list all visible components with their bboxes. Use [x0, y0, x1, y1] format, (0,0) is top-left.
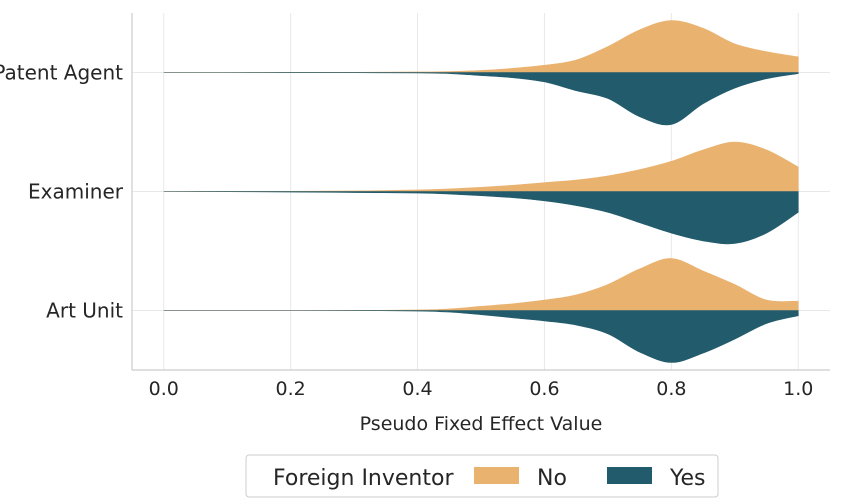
- y-tick-label: Patent Agent: [0, 61, 123, 85]
- violin-half-no-art-unit: [163, 258, 799, 311]
- legend-swatch-yes: [607, 467, 652, 484]
- x-tick-label: 0.2: [276, 378, 306, 400]
- legend-label-yes: Yes: [669, 466, 706, 491]
- y-tick-labels: Patent Agent Examiner Art Unit: [0, 61, 124, 323]
- legend-label-no: No: [537, 466, 567, 491]
- violins: [163, 20, 799, 363]
- y-tick-label: Examiner: [28, 180, 124, 204]
- x-tick-label: 0.6: [529, 378, 559, 400]
- violin-half-yes-examiner: [163, 191, 799, 245]
- y-tick-label: Art Unit: [46, 299, 123, 323]
- x-axis-label: Pseudo Fixed Effect Value: [360, 413, 603, 435]
- violin-half-no-patent-agent: [163, 20, 799, 73]
- x-tick-label: 1.0: [783, 378, 813, 400]
- x-tick-label: 0.8: [656, 378, 686, 400]
- x-tick-label: 0.4: [402, 378, 432, 400]
- violin-half-no-examiner: [163, 141, 799, 192]
- violin-half-yes-patent-agent: [163, 72, 799, 126]
- legend-swatch-no: [474, 467, 519, 484]
- legend-title: Foreign Inventor: [273, 466, 454, 491]
- x-tick-labels: 0.0 0.2 0.4 0.6 0.8 1.0: [149, 378, 814, 400]
- violin-half-yes-art-unit: [163, 310, 799, 363]
- legend: Foreign Inventor No Yes: [245, 454, 719, 498]
- x-tick-label: 0.0: [149, 378, 179, 400]
